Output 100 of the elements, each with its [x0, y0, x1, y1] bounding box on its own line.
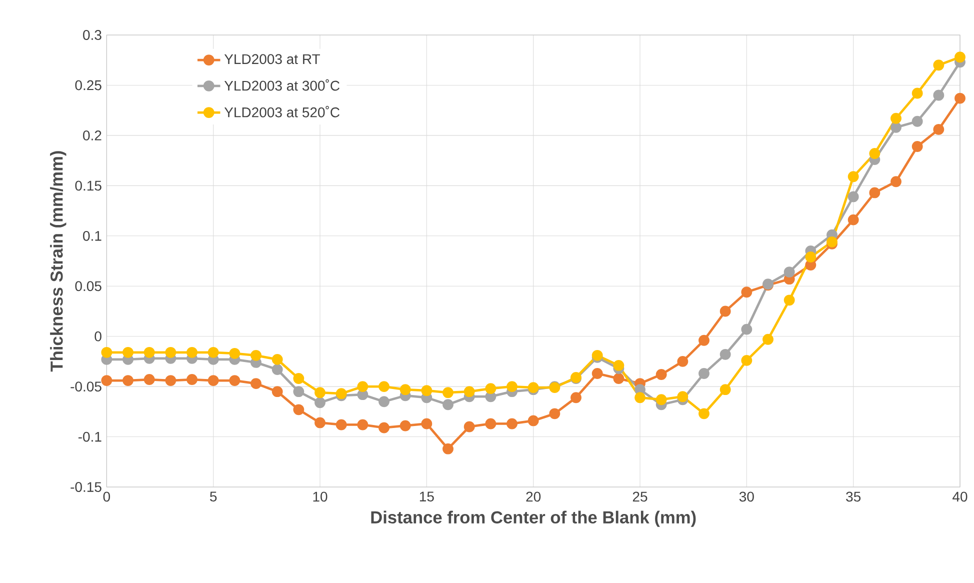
point [101, 375, 112, 386]
x-axis-title: Distance from Center of the Blank (mm) [371, 510, 696, 527]
point [272, 386, 283, 398]
point [890, 176, 902, 188]
point [720, 306, 731, 317]
point [656, 369, 667, 380]
point [677, 356, 688, 367]
point [613, 360, 624, 371]
point [442, 387, 454, 398]
point [293, 404, 304, 416]
point [378, 422, 390, 434]
y-tick-label: -0.1 [78, 432, 102, 442]
point [933, 124, 944, 135]
point [954, 52, 966, 63]
point [677, 391, 688, 402]
x-tick-label: 30 [739, 492, 754, 502]
point [506, 418, 518, 430]
point [634, 392, 646, 404]
point [741, 354, 752, 366]
x-tick-label: 40 [952, 492, 968, 502]
point [165, 346, 176, 358]
point [272, 354, 283, 365]
point [464, 386, 475, 398]
point [912, 88, 923, 99]
point [570, 392, 582, 404]
point [848, 171, 859, 182]
point [848, 214, 859, 226]
point [741, 286, 752, 298]
point [122, 375, 134, 386]
point [848, 191, 859, 202]
y-tick-label: 0 [94, 331, 102, 342]
point [890, 112, 902, 124]
point [421, 418, 432, 430]
point [741, 324, 752, 335]
legend-label: YLD2003 at RT [224, 54, 320, 64]
point [506, 381, 518, 392]
point [613, 373, 624, 384]
x-tick-label: 5 [210, 492, 217, 502]
point [314, 387, 326, 398]
point [912, 116, 923, 127]
point [805, 252, 816, 262]
x-tick-label: 15 [420, 492, 434, 502]
point [869, 148, 880, 159]
point [314, 397, 326, 408]
point [208, 346, 219, 358]
point [464, 421, 475, 432]
point [698, 334, 710, 346]
point [165, 375, 176, 386]
point [378, 381, 390, 392]
point [720, 384, 731, 396]
point [933, 60, 944, 71]
point [186, 346, 198, 358]
x-tick-label: 25 [632, 492, 648, 502]
point [293, 373, 304, 384]
point [101, 346, 112, 358]
point [549, 408, 560, 420]
point [442, 399, 454, 410]
x-tick-label: 0 [103, 492, 110, 502]
point [784, 294, 795, 306]
point [250, 378, 262, 390]
point [698, 368, 710, 379]
y-tick-label: -0.15 [70, 482, 102, 492]
point [293, 386, 304, 398]
point [272, 364, 283, 375]
point [357, 381, 368, 392]
point [656, 394, 667, 406]
y-axis-title: Thickness Strain (mm/mm) [50, 151, 66, 372]
point [762, 334, 774, 345]
y-tick-label: 0.05 [75, 281, 102, 292]
point [400, 420, 411, 432]
legend-label: YLD2003 at 520˚C [224, 106, 340, 118]
point [186, 374, 198, 385]
point [144, 346, 155, 358]
point [485, 383, 496, 394]
point [592, 368, 603, 379]
point [357, 419, 368, 430]
point [378, 396, 390, 408]
point [869, 187, 880, 198]
x-tick-label: 35 [846, 492, 861, 502]
point [784, 266, 795, 278]
y-tick-label: 0.1 [83, 230, 102, 241]
x-tick-label: 20 [526, 492, 541, 502]
point [229, 348, 240, 359]
point [954, 92, 966, 104]
point [528, 415, 539, 426]
point [890, 122, 902, 133]
point [144, 374, 155, 385]
point [208, 375, 219, 386]
point [912, 141, 923, 152]
y-tick-label: 0.3 [83, 30, 102, 40]
point [336, 419, 347, 430]
point [400, 384, 411, 396]
legend-label: YLD2003 at 300˚C [224, 79, 340, 91]
x-tick-label: 10 [313, 492, 328, 502]
point [421, 385, 432, 396]
point [698, 408, 710, 420]
point [122, 346, 134, 358]
y-tick-label: 0.25 [75, 80, 102, 90]
y-tick-label: 0.2 [83, 130, 102, 140]
point [720, 348, 731, 360]
